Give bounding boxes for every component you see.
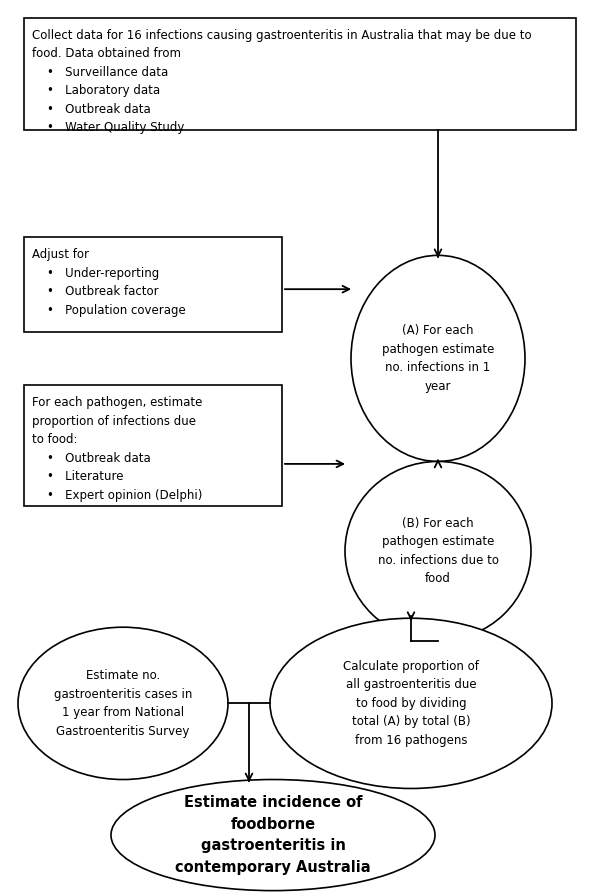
FancyBboxPatch shape [24,18,576,130]
FancyBboxPatch shape [24,237,282,332]
Ellipse shape [351,255,525,461]
Text: For each pathogen, estimate
proportion of infections due
to food:
    •   Outbre: For each pathogen, estimate proportion o… [32,396,202,502]
Ellipse shape [111,780,435,891]
Text: (B) For each
pathogen estimate
no. infections due to
food: (B) For each pathogen estimate no. infec… [377,517,499,585]
Text: Calculate proportion of
all gastroenteritis due
to food by dividing
total (A) by: Calculate proportion of all gastroenteri… [343,659,479,747]
Text: Collect data for 16 infections causing gastroenteritis in Australia that may be : Collect data for 16 infections causing g… [32,29,532,134]
Text: Adjust for
    •   Under-reporting
    •   Outbreak factor
    •   Population co: Adjust for • Under-reporting • Outbreak … [32,248,185,316]
Ellipse shape [18,627,228,780]
Ellipse shape [345,461,531,641]
Text: Estimate no.
gastroenteritis cases in
1 year from National
Gastroenteritis Surve: Estimate no. gastroenteritis cases in 1 … [54,669,192,737]
Text: (A) For each
pathogen estimate
no. infections in 1
year: (A) For each pathogen estimate no. infec… [382,324,494,392]
Text: Estimate incidence of
foodborne
gastroenteritis in
contemporary Australia: Estimate incidence of foodborne gastroen… [175,795,371,875]
Ellipse shape [270,618,552,788]
FancyBboxPatch shape [24,385,282,506]
